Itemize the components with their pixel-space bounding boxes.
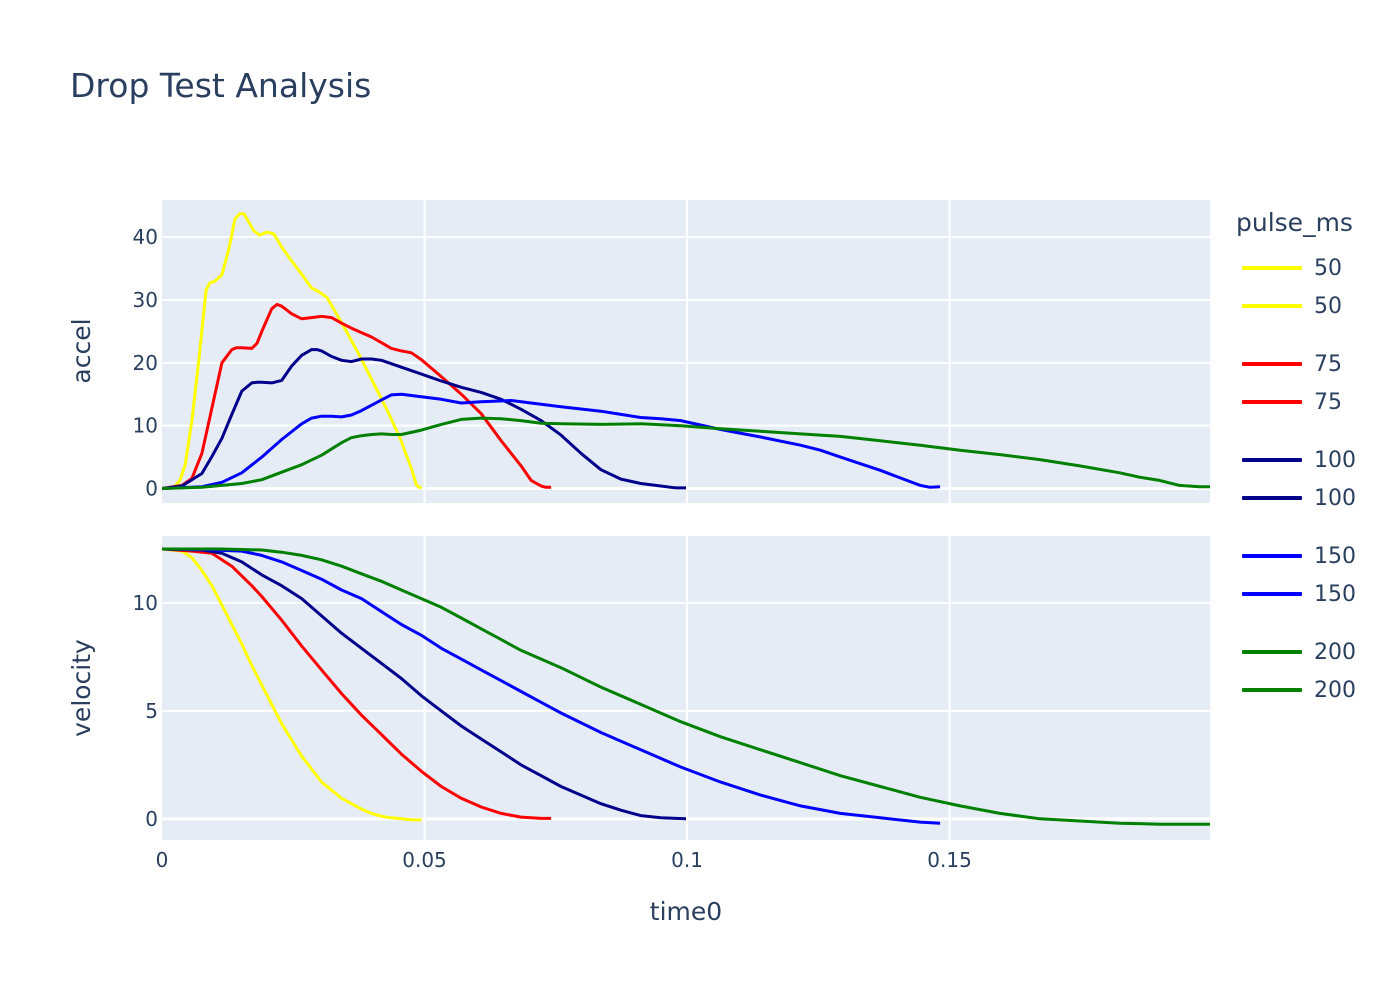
y-tick-label: 20	[133, 351, 158, 375]
legend-item-150[interactable]: 150	[1236, 575, 1396, 613]
y-tick-label: 40	[133, 225, 158, 249]
series-line-100[interactable]	[162, 547, 687, 821]
y-tick-label: 0	[145, 477, 158, 501]
y-tick-label: 0	[145, 807, 158, 831]
legend-item-75[interactable]: 75	[1236, 345, 1396, 383]
series-line-200[interactable]	[162, 547, 1210, 826]
legend-item-50[interactable]: 50	[1236, 249, 1396, 287]
line-swatch-icon	[1242, 496, 1302, 500]
series-line-75[interactable]	[162, 302, 552, 490]
legend-label: 200	[1314, 677, 1356, 703]
line-swatch-icon	[1242, 554, 1302, 558]
y-axis-title: velocity	[67, 639, 96, 737]
plot-background	[162, 200, 1210, 503]
legend-label: 100	[1314, 485, 1356, 511]
y-tick-label: 10	[133, 414, 158, 438]
line-swatch-icon	[1242, 650, 1302, 654]
line-swatch-icon	[1242, 688, 1302, 692]
legend-item-100[interactable]: 100	[1236, 441, 1396, 479]
legend-label: 75	[1314, 351, 1342, 377]
y-tick-label: 30	[133, 288, 158, 312]
line-swatch-icon	[1242, 592, 1302, 596]
x-tick-label: 0.05	[402, 848, 447, 872]
x-axis-title: time0	[650, 897, 722, 926]
legend-label: 75	[1314, 389, 1342, 415]
x-tick-label: 0.1	[671, 848, 703, 872]
legend-label: 100	[1314, 447, 1356, 473]
y-axis-title: accel	[67, 318, 96, 383]
legend-item-50[interactable]: 50	[1236, 287, 1396, 325]
velocity-subplot[interactable]: 0 5 10 velocity 0 0.05 0.1 0.15 time0	[67, 536, 1210, 926]
plot-background	[162, 536, 1210, 840]
series-line-50[interactable]	[162, 212, 423, 490]
legend-label: 200	[1314, 639, 1356, 665]
x-tick-label: 0.15	[927, 848, 972, 872]
line-swatch-icon	[1242, 458, 1302, 462]
series-line-150[interactable]	[162, 547, 941, 825]
series-line-100[interactable]	[162, 348, 686, 490]
legend-item-150[interactable]: 150	[1236, 537, 1396, 575]
series-line-75[interactable]	[162, 547, 552, 820]
y-tick-label: 5	[145, 699, 158, 723]
legend-item-200[interactable]: 200	[1236, 671, 1396, 709]
legend-label: 150	[1314, 543, 1356, 569]
legend-title: pulse_ms	[1236, 208, 1353, 237]
legend: pulse_ms 50 50 75 75 100 100 150	[1236, 208, 1396, 709]
legend-item-75[interactable]: 75	[1236, 383, 1396, 421]
x-tick-label: 0	[156, 848, 169, 872]
legend-label: 150	[1314, 581, 1356, 607]
legend-item-100[interactable]: 100	[1236, 479, 1396, 517]
series-line-50[interactable]	[162, 547, 422, 822]
line-swatch-icon	[1242, 400, 1302, 404]
legend-item-200[interactable]: 200	[1236, 633, 1396, 671]
legend-label: 50	[1314, 255, 1342, 281]
series-line-200[interactable]	[162, 416, 1210, 490]
legend-label: 50	[1314, 293, 1342, 319]
y-tick-label: 10	[133, 591, 158, 615]
series-line-150[interactable]	[162, 392, 941, 490]
line-swatch-icon	[1242, 362, 1302, 366]
line-swatch-icon	[1242, 266, 1302, 270]
line-swatch-icon	[1242, 304, 1302, 308]
accel-subplot[interactable]: 0 10 20 30 40 accel	[67, 200, 1210, 503]
chart-title: Drop Test Analysis	[70, 66, 372, 105]
